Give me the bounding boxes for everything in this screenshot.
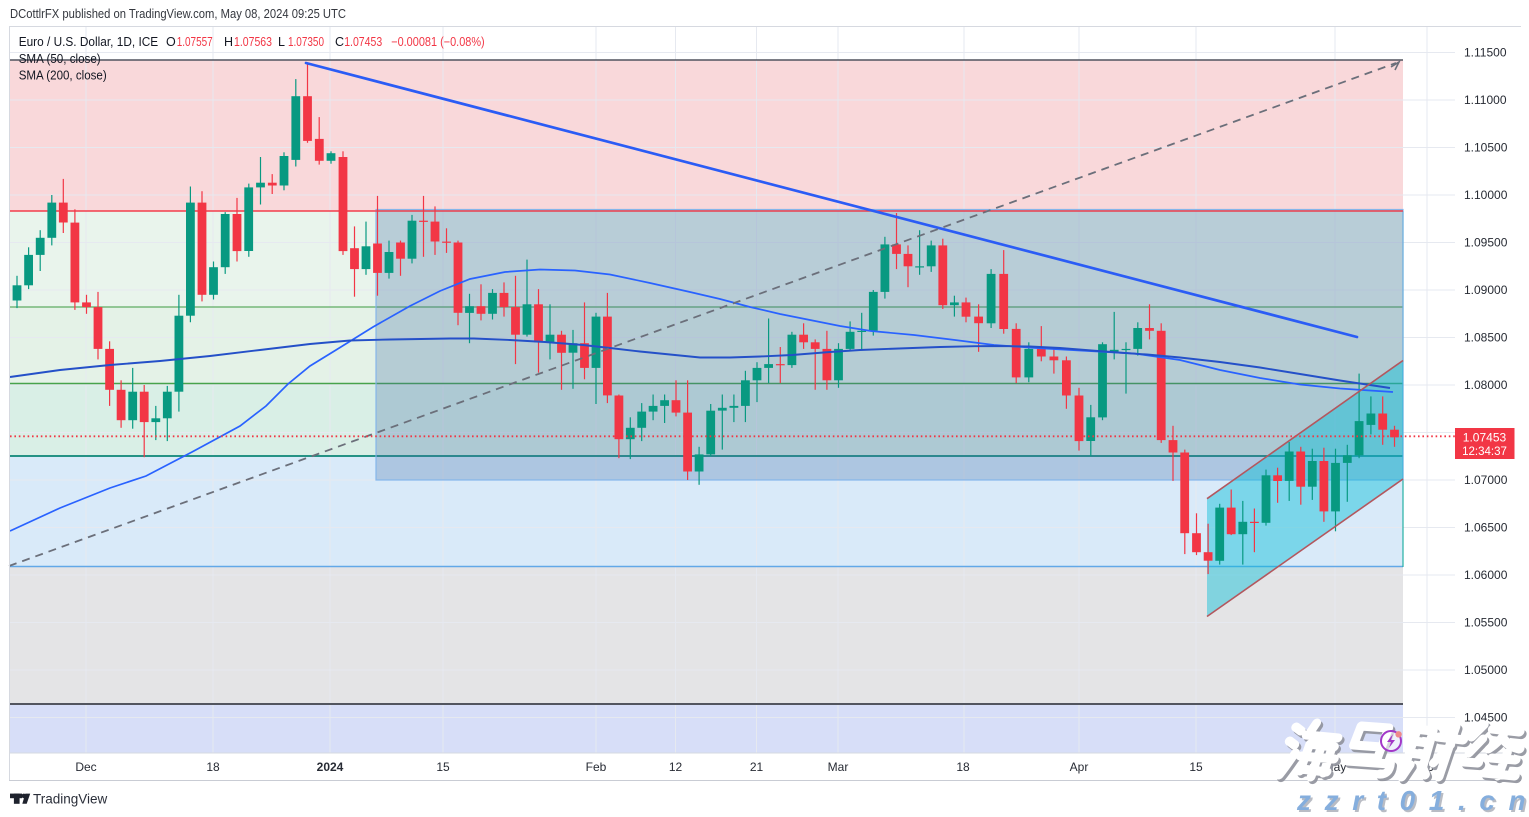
svg-text:1.07563: 1.07563 xyxy=(234,35,272,49)
svg-text:1.09000: 1.09000 xyxy=(1464,283,1508,297)
svg-text:1.07350: 1.07350 xyxy=(288,35,324,49)
svg-text:H: H xyxy=(224,35,233,49)
svg-text:1.06500: 1.06500 xyxy=(1464,521,1508,535)
svg-text:1.09500: 1.09500 xyxy=(1464,236,1508,250)
svg-text:1.07557: 1.07557 xyxy=(177,35,213,49)
svg-text:1.08000: 1.08000 xyxy=(1464,378,1508,392)
svg-text:DCottlrFX published on Trading: DCottlrFX published on TradingView.com, … xyxy=(10,7,346,21)
svg-text:SMA (200, close): SMA (200, close) xyxy=(19,69,107,83)
svg-text:18: 18 xyxy=(206,760,220,774)
svg-text:Dec: Dec xyxy=(75,760,96,774)
svg-text:1.07000: 1.07000 xyxy=(1464,473,1508,487)
svg-text:L: L xyxy=(278,35,285,49)
svg-text:1.10500: 1.10500 xyxy=(1464,141,1508,155)
svg-text:1.07453: 1.07453 xyxy=(344,35,382,49)
svg-text:1.05000: 1.05000 xyxy=(1464,663,1508,677)
svg-text:1.08500: 1.08500 xyxy=(1464,331,1508,345)
svg-text:12: 12 xyxy=(669,760,683,774)
svg-text:SMA (50, close): SMA (50, close) xyxy=(19,52,101,66)
svg-text:1.11500: 1.11500 xyxy=(1464,46,1507,60)
svg-text:18: 18 xyxy=(956,760,970,774)
svg-text:21: 21 xyxy=(750,760,764,774)
svg-text:Mar: Mar xyxy=(828,760,849,774)
svg-text:2024: 2024 xyxy=(317,760,344,774)
svg-text:−0.00081 (−0.08%): −0.00081 (−0.08%) xyxy=(391,35,485,49)
svg-text:1.11000: 1.11000 xyxy=(1464,93,1507,107)
svg-text:zzrt01.cn: zzrt01.cn xyxy=(1296,785,1529,816)
svg-text:12:34:37: 12:34:37 xyxy=(1462,446,1507,458)
svg-text:Apr: Apr xyxy=(1070,760,1089,774)
svg-text:1.04500: 1.04500 xyxy=(1464,711,1508,725)
svg-text:Feb: Feb xyxy=(586,760,607,774)
svg-text:O: O xyxy=(166,35,176,49)
svg-text:15: 15 xyxy=(1189,760,1203,774)
svg-text:15: 15 xyxy=(436,760,450,774)
svg-text:Euro / U.S. Dollar, 1D, ICE: Euro / U.S. Dollar, 1D, ICE xyxy=(19,35,159,49)
svg-text:1.10000: 1.10000 xyxy=(1464,188,1508,202)
svg-text:1.07453: 1.07453 xyxy=(1463,431,1507,445)
svg-text:C: C xyxy=(335,35,344,49)
svg-text:1.06000: 1.06000 xyxy=(1464,568,1508,582)
svg-text:1.05500: 1.05500 xyxy=(1464,616,1508,630)
svg-text:TradingView: TradingView xyxy=(33,792,108,807)
